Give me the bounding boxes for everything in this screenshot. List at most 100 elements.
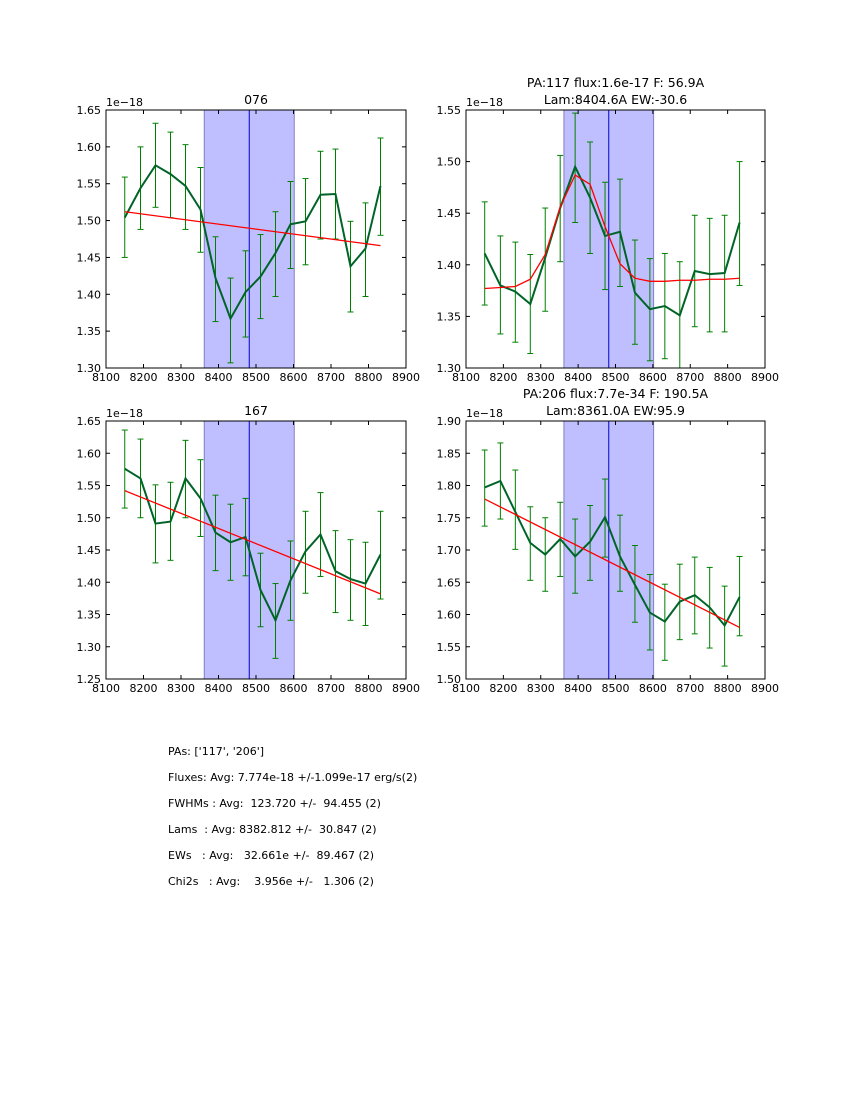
y-tick-label: 1.35 [77,609,102,622]
x-tick-label: 8200 [130,371,158,384]
x-tick-label: 8700 [676,371,704,384]
x-tick-label: 8400 [205,682,233,695]
plot-title: Lam:8404.6A EW:-30.6 [544,92,687,107]
x-tick-label: 8300 [527,371,555,384]
flux-line [123,163,382,321]
y-tick-label: 1.50 [437,673,462,686]
y-tick-label: 1.40 [77,576,102,589]
summary-pas: PAs: ['117', '206'] [168,745,265,758]
y-tick-label: 1.40 [77,288,102,301]
plot-title: PA:117 flux:1.6e-17 F: 56.9A [527,75,705,90]
x-tick-label: 8900 [751,682,779,695]
y-tick-label: 1.65 [77,104,102,117]
y-tick-label: 1.40 [437,259,462,272]
y-tick-label: 1.60 [437,609,462,622]
plot-title: 076 [244,92,268,107]
y-offset-label: 1e−18 [466,96,503,109]
y-tick-label: 1.70 [437,544,462,557]
x-tick-label: 8300 [167,371,195,384]
subplot-1: 8100 8200 8300 8400 8500 8600 8700 8800 8900 1.30… [77,92,421,384]
x-tick-label: 8100 [452,371,480,384]
x-tick-label: 8800 [355,371,383,384]
summary-fluxes: Fluxes: Avg: 7.774e-18 +/-1.099e-17 erg/… [168,771,418,784]
x-tick-label: 8800 [714,371,742,384]
x-tick-label: 8700 [317,371,345,384]
x-tick-label: 8300 [167,682,195,695]
y-tick-label: 1.80 [437,480,462,493]
y-tick-label: 1.35 [437,310,462,323]
y-tick-label: 1.50 [77,512,102,525]
summary-chi2s: Chi2s : Avg: 3.956e +/- 1.306 (2) [168,875,374,888]
summary-stats: PAs: ['117', '206'] Fluxes: Avg: 7.774e-… [168,745,417,901]
x-tick-label: 8200 [130,682,158,695]
fit-line [124,211,381,247]
x-tick-label: 8900 [392,682,420,695]
x-tick-label: 8400 [205,371,233,384]
x-tick-label: 8100 [452,682,480,695]
y-offset-label: 1e−18 [466,407,503,420]
x-tick-label: 8600 [280,371,308,384]
y-tick-label: 1.55 [77,178,102,191]
subplot-3: 8100 8200 8300 8400 8500 8600 8700 8800 8900 1.25… [77,403,421,695]
summary-fwhms: FWHMs : Avg: 123.720 +/- 94.455 (2) [168,797,381,810]
y-tick-label: 1.50 [437,156,462,169]
plot-content [121,421,384,679]
fit-line [124,490,381,595]
x-tick-label: 8700 [676,682,704,695]
y-tick-label: 1.45 [77,251,102,264]
y-tick-label: 1.30 [77,362,102,375]
x-tick-label: 8300 [527,682,555,695]
y-tick-label: 1.65 [77,415,102,428]
plot-title: PA:206 flux:7.7e-34 F: 190.5A [523,386,709,401]
plot-content [481,110,743,368]
x-tick-label: 8100 [92,682,120,695]
x-tick-label: 8200 [489,682,517,695]
x-tick-label: 8600 [280,682,308,695]
plot-title: Lam:8361.0A EW:95.9 [546,403,685,418]
flux-line [124,467,382,623]
x-tick-label: 8700 [317,682,345,695]
y-tick-label: 1.25 [77,673,102,686]
x-tick-label: 8500 [602,682,630,695]
plot-content [481,421,743,679]
y-tick-label: 1.30 [77,641,102,654]
subplot-4: 8100 8200 8300 8400 8500 8600 8700 8800 8900 1.50… [437,386,780,695]
fit-line [484,174,740,290]
summary-ews: EWs : Avg: 32.661e +/- 89.467 (2) [168,849,375,862]
x-tick-label: 8200 [489,371,517,384]
y-offset-label: 1e−18 [106,96,143,109]
x-tick-label: 8900 [392,371,420,384]
x-tick-label: 8500 [602,371,630,384]
x-tick-label: 8600 [639,371,667,384]
plot-content [121,110,384,368]
flux-line [484,479,741,628]
y-tick-label: 1.60 [77,141,102,154]
x-tick-label: 8100 [92,371,120,384]
y-tick-label: 1.50 [77,215,102,228]
y-tick-label: 1.45 [77,544,102,557]
y-tick-label: 1.35 [77,325,102,338]
fit-line [484,498,740,628]
subplot-2: 8100 8200 8300 8400 8500 8600 8700 8800 8900 1.30… [437,75,780,384]
flux-line [483,164,741,317]
x-tick-label: 8800 [714,682,742,695]
y-offset-label: 1e−18 [106,407,143,420]
plot-title: 167 [244,403,268,418]
y-tick-label: 1.55 [437,641,462,654]
x-tick-label: 8900 [751,371,779,384]
y-tick-label: 1.45 [437,207,462,220]
y-tick-label: 1.30 [437,362,462,375]
y-tick-label: 1.85 [437,447,462,460]
x-tick-label: 8800 [355,682,383,695]
y-tick-label: 1.55 [77,480,102,493]
y-tick-label: 1.65 [437,576,462,589]
y-tick-label: 1.60 [77,447,102,460]
y-tick-label: 1.90 [437,415,462,428]
summary-lams: Lams : Avg: 8382.812 +/- 30.847 (2) [168,823,377,836]
y-tick-label: 1.75 [437,512,462,525]
x-tick-label: 8500 [242,682,270,695]
x-tick-label: 8400 [564,371,592,384]
x-tick-label: 8500 [242,371,270,384]
y-tick-label: 1.55 [437,104,462,117]
